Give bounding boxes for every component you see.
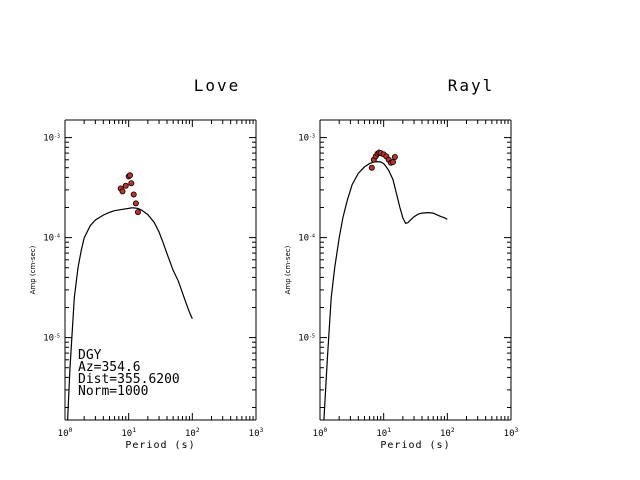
observed-amplitude-point [128, 180, 135, 187]
station-annotation-line: Dist=355.6200 [78, 372, 180, 387]
x-tick-label: 100 [313, 427, 328, 439]
y-axis-label: Amp (cm-sec) [284, 245, 292, 294]
observed-amplitude-point [130, 191, 137, 198]
x-tick-label: 102 [185, 427, 200, 439]
y-tick-label: 10-4 [298, 233, 315, 243]
x-tick-label: 101 [121, 427, 136, 439]
x-tick-label: 103 [504, 427, 519, 439]
x-axis-label: Period (s) [380, 440, 450, 451]
predicted-amplitude-curve [67, 207, 193, 421]
station-annotation-line: DGY [78, 348, 102, 363]
station-annotation-line: Az=354.6 [78, 360, 141, 375]
observed-amplitude-point [391, 153, 398, 160]
rayleigh-panel: Rayl 100 101 102 103 10-3 10-4 10-5 Period (s) Am… [284, 76, 519, 451]
x-tick-label: 103 [249, 427, 264, 439]
y-tick-label: 10-3 [298, 133, 315, 143]
x-tick-label: 100 [58, 427, 73, 439]
observed-amplitude-point [389, 159, 396, 166]
observed-amplitude-point [132, 200, 139, 207]
y-tick-label: 10-5 [298, 333, 315, 343]
x-axis-label: Period (s) [125, 440, 195, 451]
y-axis-label: Amp (cm-sec) [29, 245, 37, 294]
love-panel: Love 100 101 102 103 10-3 10-4 10-5 Period (s) Am… [29, 76, 264, 451]
observed-amplitude-point [127, 172, 134, 179]
station-annotation-line: Norm=1000 [78, 384, 148, 399]
x-tick-label: 101 [376, 427, 391, 439]
y-tick-label: 10-3 [43, 133, 60, 143]
chart-title: Rayl [448, 76, 495, 95]
predicted-amplitude-curve [323, 160, 448, 421]
observed-amplitude-point [368, 164, 375, 171]
observed-amplitude-point [134, 209, 141, 216]
y-tick-label: 10-5 [43, 333, 60, 343]
observed-amplitude-point [119, 188, 126, 195]
observed-amplitude-point [122, 182, 129, 189]
chart-title: Love [194, 76, 241, 95]
y-tick-label: 10-4 [43, 233, 60, 243]
x-tick-label: 102 [440, 427, 455, 439]
